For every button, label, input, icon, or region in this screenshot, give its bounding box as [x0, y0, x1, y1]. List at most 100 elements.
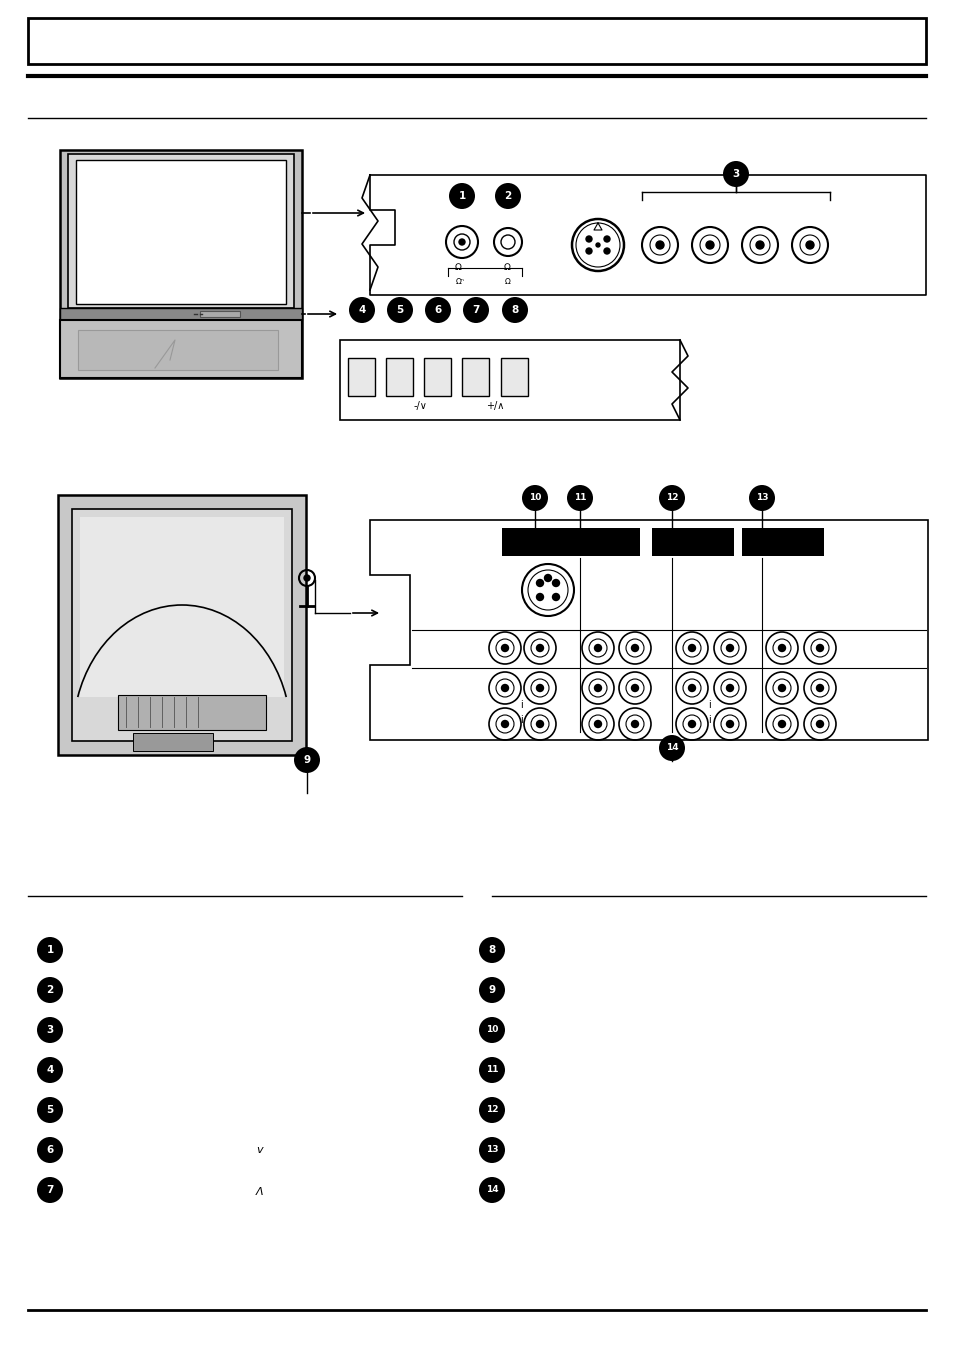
Text: 12: 12 — [485, 1105, 497, 1115]
Text: 6: 6 — [47, 1146, 53, 1155]
Circle shape — [424, 297, 451, 323]
Bar — [461, 358, 489, 396]
Bar — [423, 358, 451, 396]
Circle shape — [659, 485, 684, 511]
Circle shape — [37, 1138, 63, 1163]
Circle shape — [478, 1056, 504, 1084]
Circle shape — [805, 240, 813, 249]
Circle shape — [37, 1056, 63, 1084]
Circle shape — [594, 720, 601, 727]
Text: 10: 10 — [485, 1025, 497, 1035]
Text: 2: 2 — [47, 985, 53, 994]
Bar — [339, 340, 679, 420]
Circle shape — [778, 720, 784, 727]
Circle shape — [536, 644, 543, 651]
Text: 13: 13 — [755, 493, 767, 503]
Circle shape — [37, 1097, 63, 1123]
Text: Ω: Ω — [503, 263, 510, 273]
Bar — [118, 694, 266, 730]
Circle shape — [304, 576, 310, 581]
Text: v: v — [256, 1146, 263, 1155]
Text: 9: 9 — [488, 985, 495, 994]
Circle shape — [536, 593, 543, 600]
Polygon shape — [370, 520, 927, 740]
Circle shape — [387, 297, 413, 323]
Bar — [200, 311, 240, 317]
Circle shape — [462, 297, 489, 323]
Circle shape — [449, 182, 475, 209]
Circle shape — [755, 240, 763, 249]
Bar — [60, 308, 302, 320]
Text: 11: 11 — [485, 1066, 497, 1074]
Circle shape — [722, 161, 748, 186]
Bar — [80, 517, 284, 697]
Bar — [58, 494, 306, 755]
Circle shape — [536, 580, 543, 586]
Text: 4: 4 — [358, 305, 365, 315]
Text: Ωⁿ: Ωⁿ — [456, 277, 464, 286]
Bar — [28, 18, 925, 63]
Circle shape — [478, 977, 504, 1002]
Circle shape — [501, 720, 508, 727]
Circle shape — [521, 485, 547, 511]
Circle shape — [37, 977, 63, 1002]
Circle shape — [726, 685, 733, 692]
Text: 14: 14 — [485, 1185, 497, 1194]
Circle shape — [816, 685, 822, 692]
Circle shape — [536, 720, 543, 727]
Circle shape — [778, 685, 784, 692]
Bar — [132, 734, 213, 751]
Text: Ω: Ω — [504, 277, 511, 286]
Text: 9: 9 — [303, 755, 311, 765]
Text: 1: 1 — [47, 944, 53, 955]
Circle shape — [478, 1097, 504, 1123]
Circle shape — [726, 644, 733, 651]
Circle shape — [478, 1177, 504, 1202]
Text: 3: 3 — [732, 169, 739, 178]
Circle shape — [536, 685, 543, 692]
Circle shape — [705, 240, 713, 249]
Text: 7: 7 — [472, 305, 479, 315]
Text: i: i — [520, 715, 523, 725]
Bar — [68, 154, 294, 308]
Text: 5: 5 — [47, 1105, 53, 1115]
Text: 8: 8 — [511, 305, 518, 315]
Circle shape — [478, 1138, 504, 1163]
Text: i: i — [708, 715, 711, 725]
Circle shape — [585, 249, 592, 254]
Text: -/∨: -/∨ — [413, 401, 427, 411]
Bar — [78, 330, 277, 370]
Text: Ω: Ω — [454, 263, 461, 273]
Text: 7: 7 — [47, 1185, 53, 1196]
Text: i: i — [708, 700, 711, 711]
Text: 11: 11 — [573, 493, 586, 503]
Bar — [71, 509, 292, 740]
Circle shape — [631, 720, 638, 727]
Bar — [348, 358, 375, 396]
Text: 14: 14 — [665, 743, 678, 753]
Text: i: i — [520, 700, 523, 711]
Circle shape — [585, 236, 592, 242]
Circle shape — [294, 747, 319, 773]
Text: +/∧: +/∧ — [485, 401, 503, 411]
Polygon shape — [370, 176, 925, 295]
Circle shape — [349, 297, 375, 323]
Circle shape — [566, 485, 593, 511]
Bar — [501, 528, 579, 557]
Bar — [60, 320, 302, 378]
Text: 8: 8 — [488, 944, 496, 955]
Circle shape — [37, 1177, 63, 1202]
Text: 4: 4 — [47, 1065, 53, 1075]
Circle shape — [603, 236, 609, 242]
Bar — [76, 159, 286, 304]
Text: 2: 2 — [504, 190, 511, 201]
Circle shape — [631, 644, 638, 651]
Bar — [386, 358, 413, 396]
Circle shape — [478, 938, 504, 963]
Circle shape — [596, 243, 599, 247]
Text: 12: 12 — [665, 493, 678, 503]
Text: 3: 3 — [47, 1025, 53, 1035]
Circle shape — [726, 720, 733, 727]
Text: 1: 1 — [457, 190, 465, 201]
Circle shape — [656, 240, 663, 249]
